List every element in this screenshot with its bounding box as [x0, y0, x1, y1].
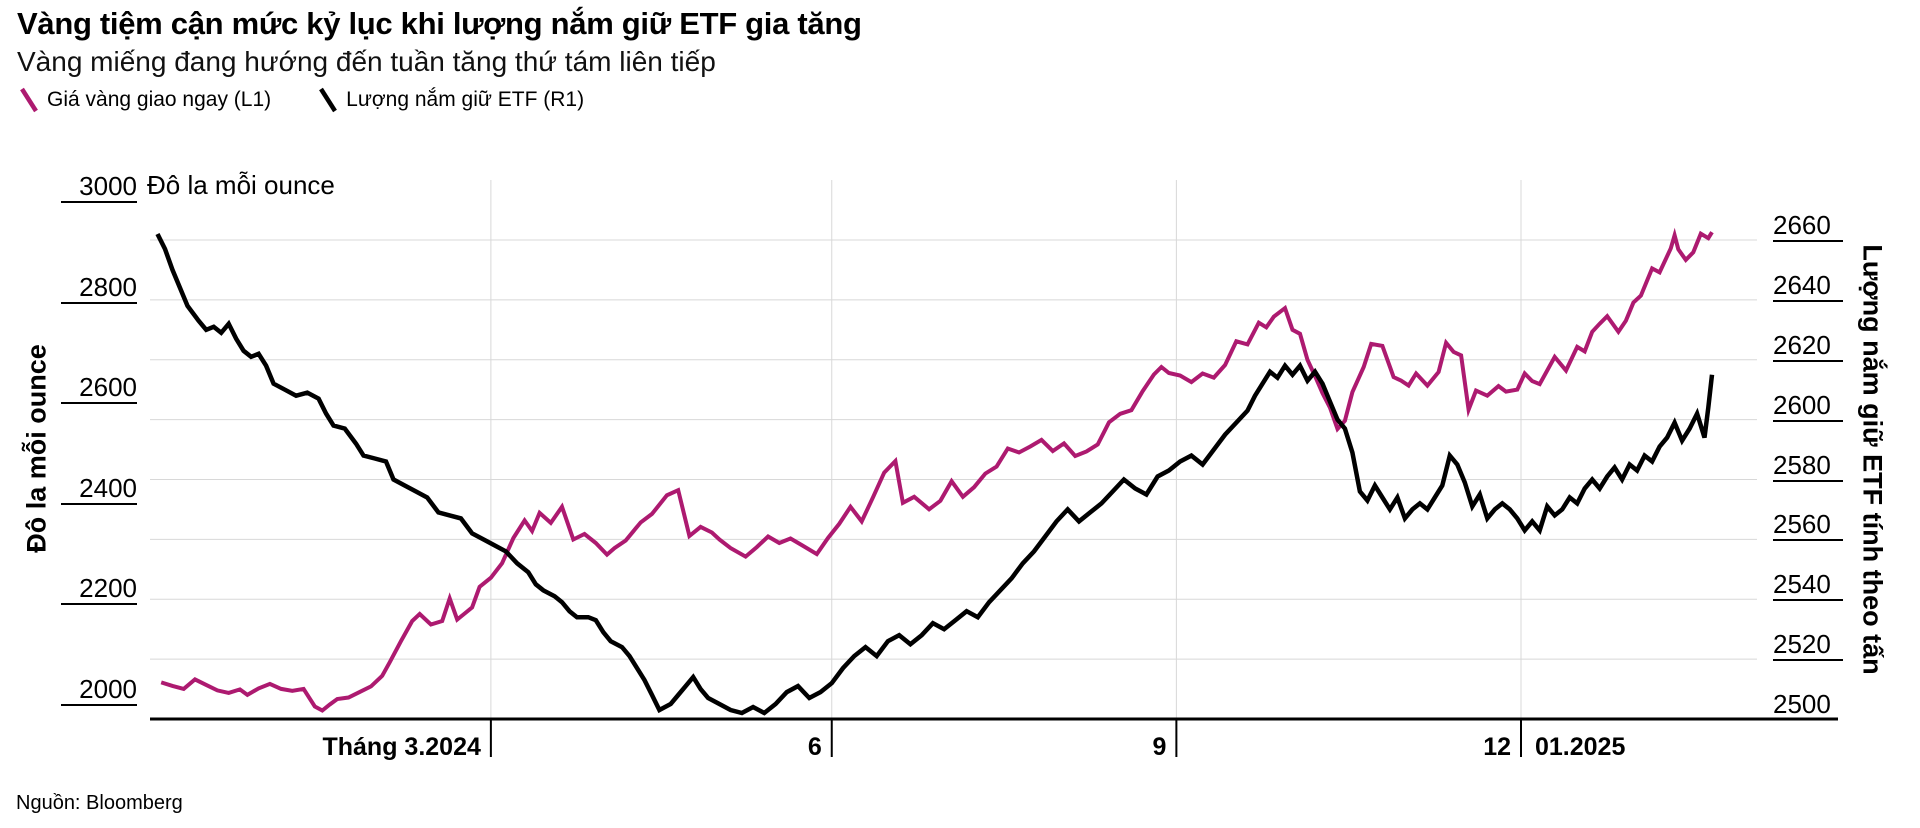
y-axis-left-tick-label: 2800 — [61, 272, 137, 304]
gold-price-line — [160, 227, 1714, 713]
y-axis-right-tick-label: 2500 — [1773, 689, 1831, 719]
y-axis-right-tick-label: 2560 — [1773, 509, 1843, 542]
y-axis-right-tick-label: 2600 — [1773, 390, 1843, 422]
y-axis-left-tick-label: 2200 — [61, 573, 137, 606]
y-axis-left-tick-label: 2000 — [61, 674, 137, 706]
y-axis-right-tick-label: 2520 — [1773, 629, 1843, 662]
x-axis-tick-label: Tháng 3.2024 — [322, 733, 481, 761]
legend-item-etf: Lượng nắm giữ ETF (R1) — [317, 86, 584, 114]
y-axis-right-tick-label: 2580 — [1773, 450, 1843, 482]
y-axis-right-tick-label: 2660 — [1773, 210, 1843, 242]
gold-line-swatch-icon — [20, 87, 38, 113]
y-axis-right-tick-label: 2620 — [1773, 330, 1843, 362]
y-axis-left-tick-label: 2600 — [61, 372, 137, 405]
x-axis-tick-label: 12 — [1483, 733, 1511, 761]
page-subtitle: Vàng miếng đang hướng đến tuần tăng thứ … — [17, 46, 716, 77]
x-axis-tick-label: 01.2025 — [1535, 733, 1626, 761]
legend-label-etf: Lượng nắm giữ ETF (R1) — [346, 88, 585, 111]
legend-label-gold: Giá vàng giao ngay (L1) — [47, 88, 272, 111]
legend-item-gold: Giá vàng giao ngay (L1) — [18, 86, 271, 114]
legend: Giá vàng giao ngay (L1) Lượng nắm giữ ET… — [18, 86, 584, 114]
y-axis-right-tick-label: 2640 — [1773, 270, 1843, 302]
etf-holdings-line — [155, 232, 1715, 716]
left-axis-unit-label: Đô la mỗi ounce — [147, 170, 335, 200]
source-note: Nguồn: Bloomberg — [16, 792, 183, 814]
y-axis-left-tick-label: 2400 — [61, 473, 137, 505]
x-axis-tick-label: 6 — [807, 733, 822, 761]
etf-line-swatch-icon — [319, 87, 338, 113]
x-axis-tick-label: 9 — [1152, 733, 1167, 761]
y-axis-right-tick-label: 2540 — [1773, 569, 1843, 602]
page-title: Vàng tiệm cận mức kỷ lục khi lượng nắm g… — [17, 6, 862, 41]
y-axis-left-tick-label: 3000 — [61, 171, 137, 203]
